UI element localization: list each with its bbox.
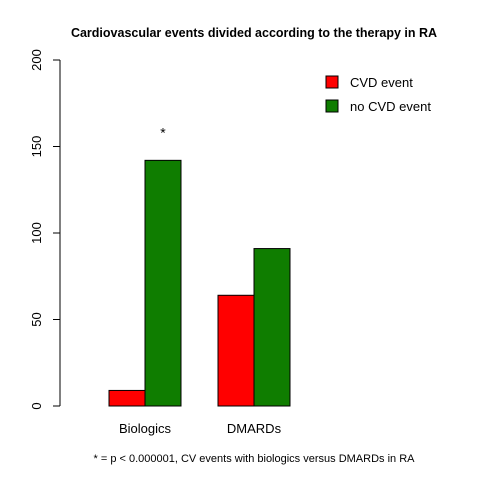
chart-footnote: * = p < 0.000001, CV events with biologi… bbox=[94, 453, 416, 465]
legend-swatch bbox=[325, 75, 339, 89]
y-axis: 0 50 100 150 200 bbox=[29, 49, 61, 410]
bar-dmards-cvd-event bbox=[217, 294, 255, 407]
y-tick-label: 200 bbox=[29, 49, 44, 71]
bar-dmards-no-cvd-event bbox=[253, 248, 291, 407]
chart-title: Cardiovascular events divided according … bbox=[71, 26, 437, 40]
legend-label: CVD event bbox=[350, 75, 413, 90]
significance-annotation: * bbox=[160, 124, 166, 140]
y-tick-label: 100 bbox=[29, 222, 44, 244]
bar-biologics-no-cvd-event bbox=[144, 159, 182, 407]
legend-label: no CVD event bbox=[350, 99, 431, 114]
legend: CVD event no CVD event bbox=[325, 75, 431, 114]
x-category-label: DMARDs bbox=[227, 421, 282, 436]
x-category-label: Biologics bbox=[119, 421, 172, 436]
y-tick-label: 150 bbox=[29, 136, 44, 158]
bars bbox=[108, 159, 291, 407]
y-tick-label: 50 bbox=[29, 312, 44, 326]
x-axis-labels: Biologics DMARDs bbox=[119, 421, 282, 436]
annotations: * bbox=[160, 124, 166, 140]
legend-swatch bbox=[325, 99, 339, 113]
bar-biologics-cvd-event bbox=[108, 389, 146, 407]
y-tick-label: 0 bbox=[29, 402, 44, 409]
